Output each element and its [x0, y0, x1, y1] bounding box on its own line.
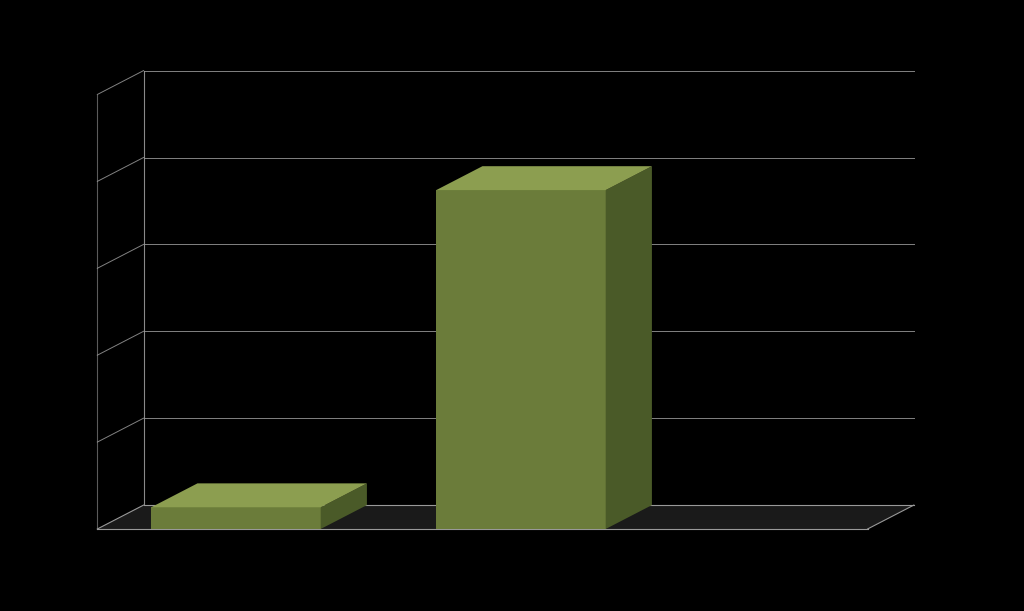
Polygon shape — [152, 507, 321, 529]
Polygon shape — [606, 166, 652, 529]
Polygon shape — [436, 166, 652, 190]
Polygon shape — [97, 505, 913, 529]
Polygon shape — [436, 190, 606, 529]
Polygon shape — [152, 483, 367, 507]
Polygon shape — [321, 483, 367, 529]
